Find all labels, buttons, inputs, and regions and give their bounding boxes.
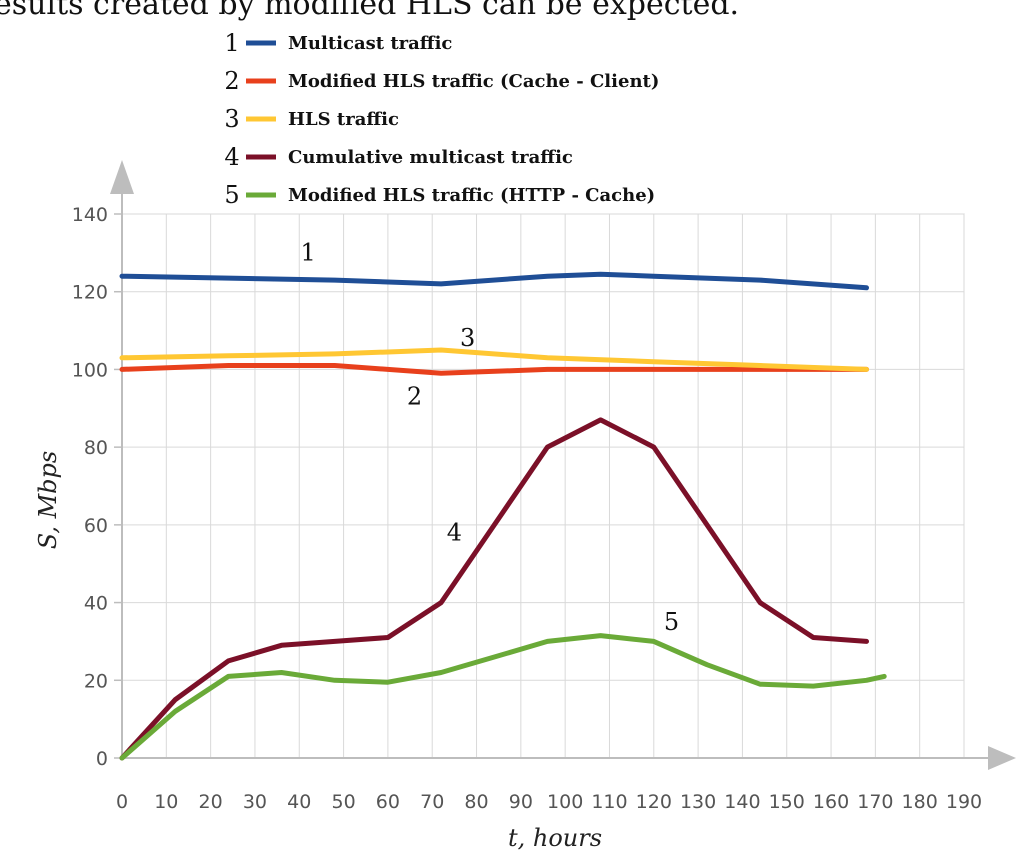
series-annotations: 1 2 3 4 5 bbox=[300, 239, 679, 636]
x-tick-label: 120 bbox=[636, 791, 672, 813]
y-tick-label: 0 bbox=[96, 748, 108, 770]
series-line-3 bbox=[119, 347, 869, 372]
x-tick-label: 50 bbox=[331, 791, 355, 813]
y-tick-labels: 0 20 40 60 80 100 120 140 bbox=[72, 204, 108, 770]
x-axis-title: t, hours bbox=[508, 824, 602, 852]
legend-label-1: Multicast traffic bbox=[288, 33, 452, 54]
y-tick-label: 120 bbox=[72, 282, 108, 304]
x-tick-label: 100 bbox=[547, 791, 583, 813]
series-annotation-5: 5 bbox=[664, 608, 679, 636]
x-tick-label: 10 bbox=[154, 791, 178, 813]
y-tick-label: 60 bbox=[84, 515, 108, 537]
x-tick-label: 190 bbox=[946, 791, 982, 813]
y-tick-label: 20 bbox=[84, 670, 108, 692]
series-line-4 bbox=[119, 417, 869, 761]
series-annotation-2: 2 bbox=[407, 382, 422, 410]
legend-number-2: 2 bbox=[224, 67, 239, 95]
series-line-2 bbox=[119, 363, 869, 376]
y-tick-label: 140 bbox=[72, 204, 108, 226]
x-tick-label: 170 bbox=[857, 791, 893, 813]
y-axis-title: S, Mbps bbox=[34, 451, 62, 549]
x-axis-arrow-icon bbox=[988, 746, 1016, 770]
x-tick-label: 20 bbox=[199, 791, 223, 813]
legend-label-5: Modified HLS traffic (HTTP - Cache) bbox=[288, 185, 655, 206]
x-tick-label: 150 bbox=[769, 791, 805, 813]
x-tick-label: 140 bbox=[724, 791, 760, 813]
x-tick-label: 90 bbox=[509, 791, 533, 813]
x-tick-label: 130 bbox=[680, 791, 716, 813]
legend-label-3: HLS traffic bbox=[288, 109, 399, 130]
series-line-1 bbox=[119, 271, 869, 291]
legend-number-1: 1 bbox=[224, 29, 239, 57]
x-tick-label: 80 bbox=[464, 791, 488, 813]
x-tick-label: 60 bbox=[376, 791, 400, 813]
x-tick-label: 40 bbox=[287, 791, 311, 813]
plot-area bbox=[121, 213, 965, 759]
x-tick-label: 180 bbox=[902, 791, 938, 813]
y-tick-label: 40 bbox=[84, 593, 108, 615]
legend-label-4: Cumulative multicast traffic bbox=[288, 147, 573, 168]
caption-text: esults created by modified HLS can be ex… bbox=[0, 0, 739, 22]
x-tick-label: 30 bbox=[243, 791, 267, 813]
series-annotation-3: 3 bbox=[460, 324, 475, 352]
x-tick-labels: 0 10 20 30 40 50 60 70 80 90 100 110 120 130 140 150 160… bbox=[116, 791, 982, 813]
legend-number-3: 3 bbox=[224, 105, 239, 133]
legend-number-4: 4 bbox=[224, 143, 239, 171]
x-tick-label: 70 bbox=[420, 791, 444, 813]
series-annotation-1: 1 bbox=[300, 239, 315, 267]
y-tick-label: 100 bbox=[72, 359, 108, 381]
x-tick-label: 0 bbox=[116, 791, 128, 813]
x-tick-label: 110 bbox=[591, 791, 627, 813]
series-annotation-4: 4 bbox=[447, 518, 462, 546]
legend-label-2: Modified HLS traffic (Cache - Client) bbox=[288, 71, 659, 92]
x-tick-label: 160 bbox=[813, 791, 849, 813]
legend-number-5: 5 bbox=[224, 181, 239, 209]
series-line-5 bbox=[119, 633, 887, 761]
y-tick-label: 80 bbox=[84, 437, 108, 459]
y-axis-arrow-icon bbox=[110, 160, 134, 194]
legend: 1 Multicast traffic 2 Modified HLS traffic … bbox=[224, 29, 659, 209]
series-lines bbox=[119, 271, 887, 761]
